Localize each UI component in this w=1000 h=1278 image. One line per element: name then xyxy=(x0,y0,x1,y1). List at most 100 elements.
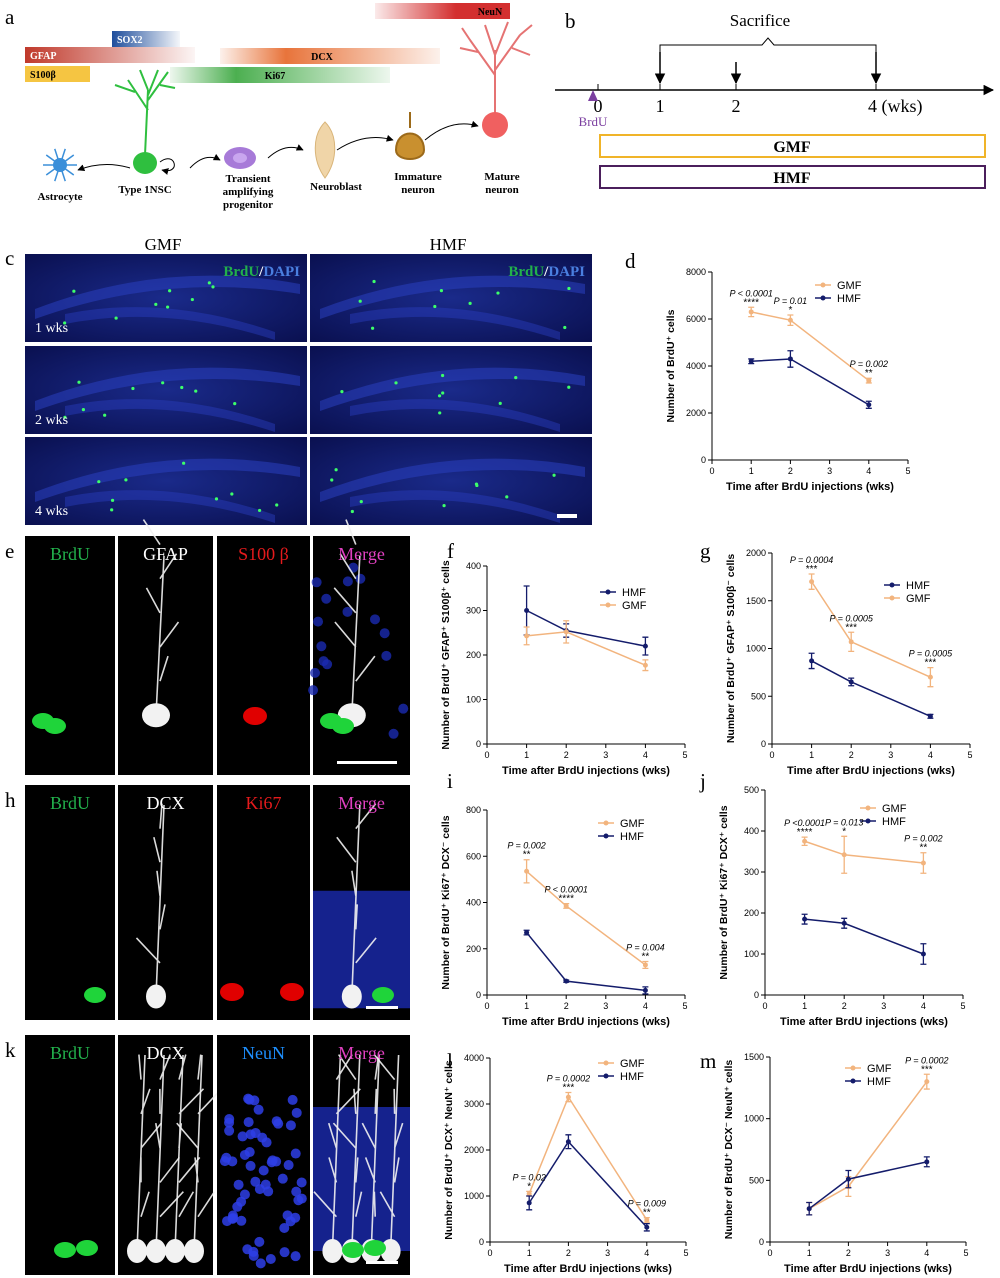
p-value: P = 0.009 xyxy=(628,1199,666,1209)
brdu-cell xyxy=(190,297,194,302)
neun-nucleus xyxy=(277,1173,288,1184)
brdu-cell xyxy=(110,498,115,502)
significance-stars: *** xyxy=(925,658,937,669)
channel-label: BrdU xyxy=(50,1043,90,1063)
data-point xyxy=(642,643,648,649)
x-tick-label: 1 xyxy=(524,1001,529,1011)
p-value: P = 0.0004 xyxy=(790,555,833,565)
brdu-cell xyxy=(437,394,442,398)
panel-letter: d xyxy=(625,249,636,273)
soma xyxy=(165,1239,185,1263)
injection-mark xyxy=(588,90,598,101)
dapi-nucleus xyxy=(381,650,392,661)
micrograph xyxy=(25,536,115,775)
neun-nucleus xyxy=(237,1131,248,1142)
dapi-nucleus xyxy=(379,628,390,639)
data-point xyxy=(787,317,793,323)
brdu-cell xyxy=(441,391,445,395)
y-tick-label: 0 xyxy=(761,739,766,749)
brdu-cell xyxy=(350,509,354,514)
legend-label: GMF xyxy=(906,593,931,605)
brdu-cell xyxy=(194,389,198,393)
cell-layer xyxy=(350,399,560,432)
neun-nucleus xyxy=(224,1114,235,1125)
dapi-nucleus xyxy=(388,728,399,739)
x-tick-label: 2 xyxy=(849,750,854,760)
channel-label: BrdU xyxy=(50,793,90,813)
cell-process xyxy=(114,69,176,156)
brdu-signal xyxy=(332,718,354,734)
brdu-cell xyxy=(514,375,518,380)
neun-nucleus xyxy=(291,1186,302,1197)
dapi-nucleus xyxy=(311,577,322,588)
y-tick-label: 200 xyxy=(466,650,481,660)
cell xyxy=(53,158,67,172)
legend-label: GMF xyxy=(622,600,647,612)
marker-signal xyxy=(243,707,267,725)
x-tick-label: 1 xyxy=(809,750,814,760)
x-tick-label: 5 xyxy=(682,750,687,760)
x-tick-label: 3 xyxy=(888,750,893,760)
y-tick-label: 500 xyxy=(749,1175,764,1185)
data-point xyxy=(848,639,854,645)
legend-label: HMF xyxy=(867,1076,891,1088)
stain-part: / xyxy=(258,264,264,280)
x-tick-label: 1 xyxy=(524,750,529,760)
data-point xyxy=(526,1191,532,1197)
brdu-cell xyxy=(439,289,444,293)
brdu-cell xyxy=(394,381,398,385)
dendrite xyxy=(313,1054,361,1252)
neun-nucleus xyxy=(253,1104,264,1115)
legend-label: HMF xyxy=(622,587,646,599)
x-tick-label: 0 xyxy=(762,1001,767,1011)
y-axis-title: Number of BrdU⁺ Ki67⁺ DCX⁻ cells xyxy=(440,815,452,989)
neun-nucleus xyxy=(279,1223,290,1234)
column-title: GMF xyxy=(145,235,182,254)
dapi-nucleus xyxy=(342,576,353,587)
panel-letter: m xyxy=(700,1049,716,1073)
x-tick-label: 2 xyxy=(846,1248,851,1258)
data-point xyxy=(841,920,847,926)
p-value: P < 0.0001 xyxy=(544,885,587,895)
y-axis-title: Number of BrdU⁺ GFAP⁺ S100β⁺ cells xyxy=(440,560,452,749)
y-tick-label: 1000 xyxy=(746,644,766,654)
data-point xyxy=(927,713,933,719)
neun-nucleus xyxy=(273,1118,284,1129)
y-axis-title: Number of BrdU⁺ DCX⁻ NeuN⁺ cells xyxy=(723,1060,735,1240)
soma xyxy=(322,1239,343,1263)
marker-bar xyxy=(112,31,180,47)
legend-marker xyxy=(889,595,895,601)
row-label: 1 wks xyxy=(35,321,68,336)
y-tick-label: 500 xyxy=(751,691,766,701)
marker-label: DCX xyxy=(311,52,333,63)
x-tick-label: 4 xyxy=(921,1001,926,1011)
stain-label: BrdU/DAPI xyxy=(508,264,585,280)
neun-nucleus xyxy=(233,1179,244,1190)
data-point xyxy=(787,356,793,362)
legend-label: GMF xyxy=(867,1063,892,1075)
cell-process xyxy=(459,21,533,115)
dapi-nucleus xyxy=(316,641,327,652)
marker-bar xyxy=(220,48,440,64)
group-box xyxy=(599,134,986,158)
neun-nucleus xyxy=(248,1246,259,1257)
micrograph xyxy=(118,536,213,775)
dapi xyxy=(313,890,410,1009)
neun-nucleus xyxy=(239,1189,250,1200)
brdu-cell xyxy=(438,411,442,415)
micrograph-content xyxy=(84,987,106,1003)
brdu-cell xyxy=(340,390,344,394)
legend-label: GMF xyxy=(837,280,862,292)
x-tick-label: 5 xyxy=(960,1001,965,1011)
brdu-cell xyxy=(475,483,479,488)
arrow xyxy=(77,164,131,172)
legend-marker xyxy=(865,805,871,811)
x-axis-title: Time after BrdU injections (wks) xyxy=(787,765,955,777)
stain-part: DAPI xyxy=(263,264,300,280)
x-tick-label: 0 xyxy=(487,1248,492,1258)
panel-letter: i xyxy=(447,769,453,793)
neun-nucleus xyxy=(224,1125,235,1136)
p-value: P = 0.002 xyxy=(904,834,942,844)
stain-part: DAPI xyxy=(548,264,585,280)
